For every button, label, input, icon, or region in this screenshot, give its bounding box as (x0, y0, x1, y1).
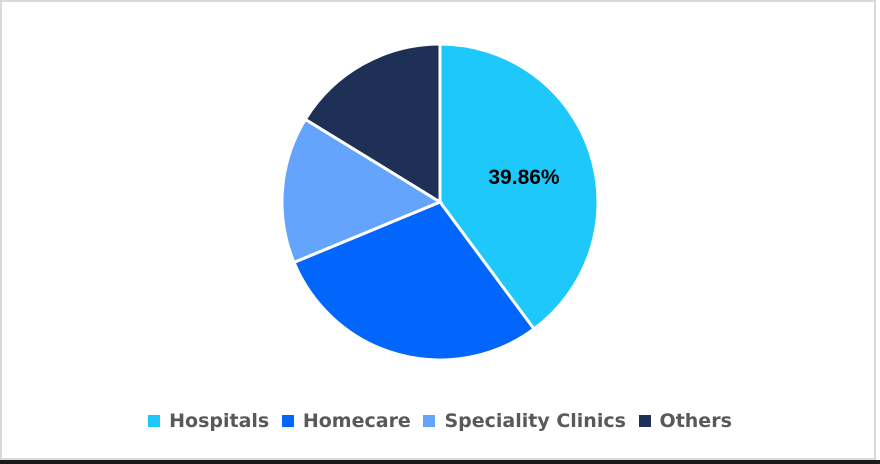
legend-item-hospitals[interactable]: Hospitals (148, 410, 269, 432)
legend-item-homecare[interactable]: Homecare (281, 410, 411, 432)
legend-item-speciality-clinics[interactable]: Speciality Clinics (423, 410, 626, 432)
legend-label: Homecare (302, 410, 411, 432)
legend-label: Others (659, 410, 732, 432)
pie-slice-homecare[interactable] (292, 200, 537, 362)
pie-slice-hospitals[interactable] (438, 42, 600, 332)
hospitals-swatch-icon (148, 415, 161, 427)
homecare-swatch-icon (281, 415, 294, 427)
bottom-border (0, 460, 880, 464)
legend-label: Hospitals (169, 410, 270, 432)
legend-label: Speciality Clinics (444, 410, 626, 432)
legend-item-others[interactable]: Others (638, 410, 732, 432)
pie-slice-speciality-clinics[interactable] (280, 117, 444, 265)
hospitals-data-label: 39.86% (488, 166, 560, 189)
legend: Hospitals Homecare Speciality Clinics Ot… (0, 410, 880, 432)
speciality-clinics-swatch-icon (423, 415, 436, 427)
pie-slice-others[interactable] (303, 42, 442, 205)
others-swatch-icon (638, 415, 651, 427)
